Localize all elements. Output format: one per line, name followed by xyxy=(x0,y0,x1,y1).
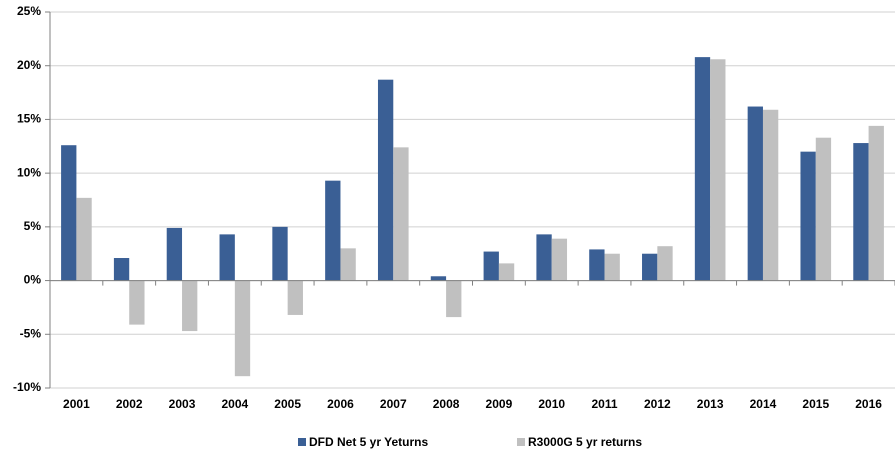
bar xyxy=(694,57,711,281)
x-tick-label: 2002 xyxy=(116,397,143,411)
bar xyxy=(129,280,145,325)
x-tick-label: 2005 xyxy=(274,397,301,411)
bar xyxy=(76,197,92,281)
y-tick-label: 10% xyxy=(17,165,41,179)
bar xyxy=(483,251,499,281)
x-tick-label: 2015 xyxy=(802,397,829,411)
bar xyxy=(657,246,673,281)
y-tick-label: 5% xyxy=(24,219,42,233)
bar xyxy=(219,234,235,281)
x-tick-label: 2001 xyxy=(63,397,90,411)
bar xyxy=(604,253,620,281)
bar xyxy=(166,227,183,281)
bar xyxy=(710,59,726,281)
x-tick-label: 2011 xyxy=(592,397,618,411)
bar xyxy=(446,280,462,318)
bar xyxy=(182,280,198,332)
bar xyxy=(762,109,779,281)
bar xyxy=(868,125,884,281)
y-tick-label: 0% xyxy=(24,273,42,287)
bar xyxy=(377,79,394,281)
x-tick-label: 2008 xyxy=(433,397,460,411)
y-tick-label: 15% xyxy=(17,112,41,126)
bar xyxy=(234,280,251,377)
bar xyxy=(498,263,515,281)
bar xyxy=(815,137,832,281)
bar xyxy=(430,276,447,281)
y-tick-label: 25% xyxy=(17,4,41,18)
x-tick-label: 2004 xyxy=(221,397,248,411)
x-tick-label: 2012 xyxy=(644,397,671,411)
legend-swatch xyxy=(517,438,525,446)
bar xyxy=(272,226,288,281)
bar xyxy=(393,147,409,281)
x-tick-label: 2003 xyxy=(169,397,196,411)
bar xyxy=(800,151,816,281)
bar xyxy=(642,253,658,281)
x-tick-label: 2006 xyxy=(327,397,354,411)
bar xyxy=(853,143,869,281)
legend-label: R3000G 5 yr returns xyxy=(528,435,642,449)
bar xyxy=(325,180,341,281)
y-tick-label: -5% xyxy=(20,326,42,340)
legend-swatch xyxy=(298,438,306,446)
bar xyxy=(61,145,77,281)
x-tick-label: 2016 xyxy=(855,397,882,411)
bar xyxy=(536,234,552,281)
legend-label: DFD Net 5 yr Yeturns xyxy=(309,435,428,449)
bar xyxy=(287,280,303,315)
bar xyxy=(747,106,763,281)
x-tick-label: 2007 xyxy=(380,397,407,411)
x-tick-label: 2010 xyxy=(538,397,565,411)
bar xyxy=(340,248,356,281)
x-tick-label: 2009 xyxy=(486,397,513,411)
x-tick-label: 2014 xyxy=(750,397,777,411)
bar xyxy=(551,238,568,281)
y-tick-label: 20% xyxy=(17,58,41,72)
x-tick-label: 2013 xyxy=(697,397,724,411)
y-tick-label: -10% xyxy=(13,380,41,394)
bar xyxy=(113,258,130,281)
bar xyxy=(589,249,605,281)
